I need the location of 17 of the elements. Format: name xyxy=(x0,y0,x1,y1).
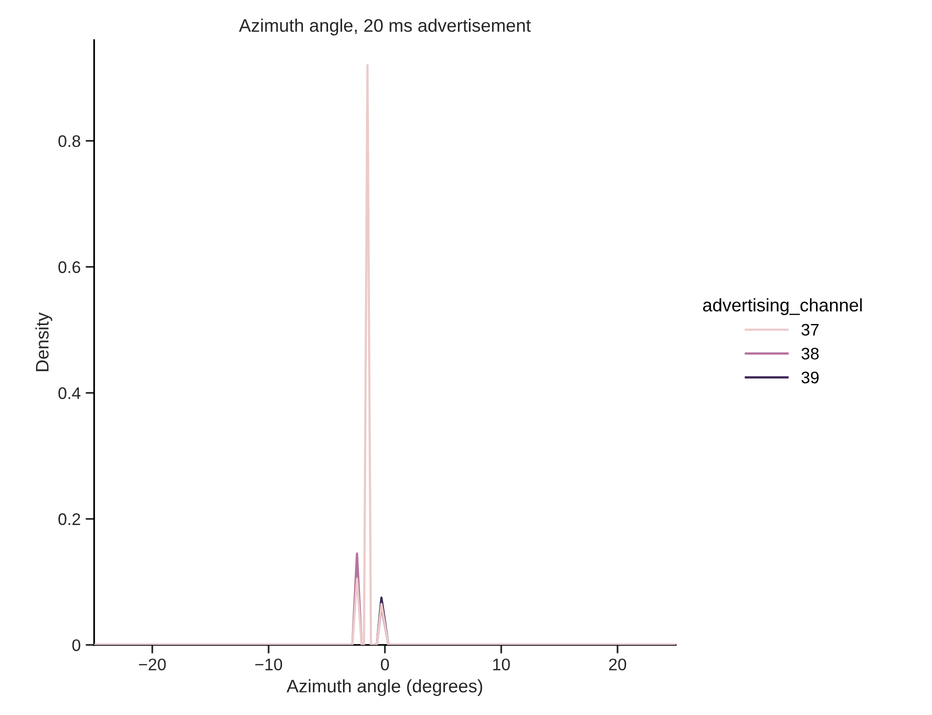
y-tick-label: 0.2 xyxy=(58,513,80,526)
chart-title: Azimuth angle, 20 ms advertisement xyxy=(238,18,531,36)
y-tick-label: 0.8 xyxy=(58,135,80,148)
x-axis-title: Azimuth angle (degrees) xyxy=(286,679,482,696)
legend-label: 39 xyxy=(801,372,819,384)
y-tick-label: 0.4 xyxy=(58,387,80,400)
y-tick-label: 0 xyxy=(72,639,80,652)
y-tick-label: 0.6 xyxy=(58,261,80,274)
x-tick-label: 20 xyxy=(609,658,626,670)
legend-label: 38 xyxy=(801,348,819,360)
x-tick-label: 0 xyxy=(380,658,389,670)
x-tick-label: 10 xyxy=(493,658,510,670)
legend-label: 37 xyxy=(801,324,819,336)
legend-title: advertising_channel xyxy=(703,298,862,316)
x-tick-label: −20 xyxy=(138,658,166,670)
x-tick-label: −10 xyxy=(255,658,282,670)
y-axis-title: Density xyxy=(35,312,52,372)
